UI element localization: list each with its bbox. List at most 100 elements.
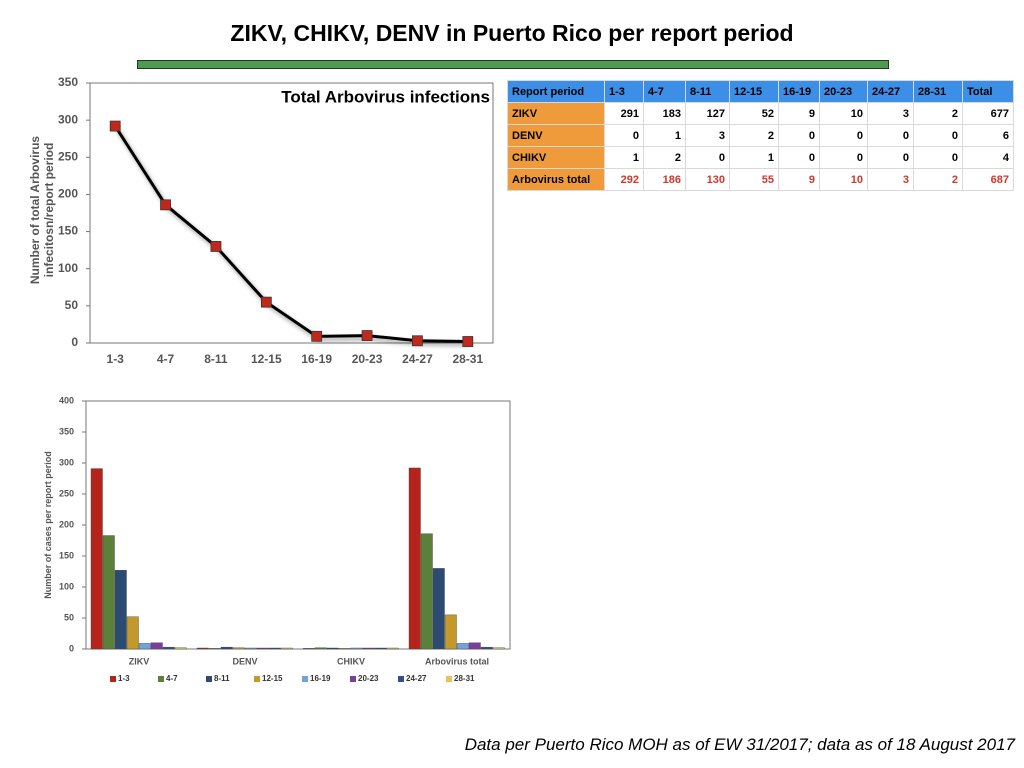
bar [338, 648, 351, 650]
bar [468, 642, 481, 650]
bar [126, 616, 139, 650]
cell: 292 [604, 168, 644, 191]
bar [220, 646, 233, 650]
bar [268, 647, 281, 650]
x-tick-label: 20-23 [352, 352, 383, 366]
cell: 2 [913, 102, 963, 125]
bar [314, 647, 327, 650]
bar [174, 647, 187, 650]
legend-swatch [302, 676, 308, 682]
cell: 2 [729, 124, 779, 147]
y-tick-label: 100 [58, 261, 78, 275]
bar [90, 468, 103, 650]
cell: 9 [778, 102, 820, 125]
bar [280, 647, 293, 650]
plot-frame [89, 82, 494, 344]
bar [326, 647, 339, 650]
x-tick-label: 16-19 [301, 352, 332, 366]
x-tick-label: 4-7 [157, 352, 175, 366]
legend-label: 8-11 [214, 674, 230, 683]
y-tick-label: 300 [58, 112, 78, 126]
header-cell: 16-19 [778, 80, 820, 103]
cell: 52 [729, 102, 779, 125]
y-tick-label: 100 [59, 581, 74, 591]
cell: 4 [962, 146, 1014, 169]
cell: 2 [913, 168, 963, 191]
cell: 0 [913, 146, 963, 169]
y-tick-label: 0 [71, 335, 78, 349]
data-point [109, 120, 121, 132]
table-row: ZIKV 291 183 127 52 9 10 3 2 677 [507, 102, 1014, 125]
y-tick-label: 250 [59, 488, 74, 498]
header-cell: 1-3 [604, 80, 644, 103]
bar [114, 570, 127, 650]
bar [362, 647, 375, 650]
legend-label: 24-27 [406, 674, 427, 683]
bar [256, 647, 269, 650]
legend-label: 4-7 [166, 674, 178, 683]
page-title: ZIKV, CHIKV, DENV in Puerto Rico per rep… [230, 20, 794, 46]
cell: 0 [819, 124, 868, 147]
bar [444, 614, 457, 650]
legend-label: 20-23 [358, 674, 379, 683]
cell: 0 [867, 124, 914, 147]
y-axis-label: Number of cases per report period [43, 451, 53, 599]
cell: 0 [867, 146, 914, 169]
legend-swatch [398, 676, 404, 682]
x-tick-label: 1-3 [107, 352, 125, 366]
bar [374, 647, 387, 650]
data-point [160, 199, 171, 211]
y-tick-label: 250 [58, 149, 78, 163]
y-tick-label: 50 [64, 612, 74, 622]
data-line [113, 125, 468, 344]
legend-label: 28-31 [454, 674, 475, 683]
data-point [311, 330, 323, 342]
row-label: DENV [507, 124, 605, 147]
bar [102, 535, 115, 650]
bar [138, 643, 151, 650]
data-point [210, 241, 222, 252]
legend-label: 12-15 [262, 674, 283, 683]
table-row: CHIKV 1 2 0 1 0 0 0 0 4 [507, 146, 1014, 169]
cell: 130 [685, 168, 730, 191]
header-cell: 20-23 [819, 80, 868, 103]
y-tick-label: 350 [59, 426, 74, 436]
y-tick-label: 300 [59, 457, 74, 467]
cell: 127 [685, 102, 730, 125]
row-label: ZIKV [507, 102, 605, 125]
data-point [260, 296, 272, 308]
header-cell: 28-31 [913, 80, 963, 103]
y-tick-label: 150 [59, 550, 74, 560]
bar [432, 568, 445, 650]
cell: 0 [685, 146, 730, 169]
header-cell: 24-27 [867, 80, 914, 103]
cell: 1 [643, 124, 686, 147]
legend-swatch [254, 676, 260, 682]
bar [232, 647, 245, 650]
cell: 6 [962, 124, 1014, 147]
cell: 0 [778, 146, 820, 169]
x-tick-label: 24-27 [402, 352, 433, 366]
y-tick-label: 200 [59, 519, 74, 529]
chart-title: Total Arbovirus infections [281, 87, 490, 106]
table-row: Arbovirus total 292 186 130 55 9 10 3 2 687 [507, 168, 1014, 191]
data-table: Report period 1-3 4-7 8-11 12-15 16-19 20-23 24… [507, 80, 1014, 191]
cell: 0 [819, 146, 868, 169]
x-tick-label: 28-31 [452, 352, 483, 366]
bar [420, 533, 433, 650]
data-point [412, 335, 423, 347]
bar [208, 648, 221, 650]
plot-frame [85, 400, 511, 650]
bar [386, 647, 399, 650]
bar [492, 647, 505, 650]
legend-label: 1-3 [118, 674, 130, 683]
cell: 687 [962, 168, 1014, 191]
title-rule [137, 60, 889, 69]
x-tick-label: 8-11 [204, 352, 228, 366]
legend-swatch [158, 676, 164, 682]
cell: 183 [643, 102, 686, 125]
header-cell: Total [962, 80, 1014, 103]
x-tick-label: ZIKV [129, 656, 150, 666]
header-cell: Report period [507, 80, 605, 103]
cell: 291 [604, 102, 644, 125]
